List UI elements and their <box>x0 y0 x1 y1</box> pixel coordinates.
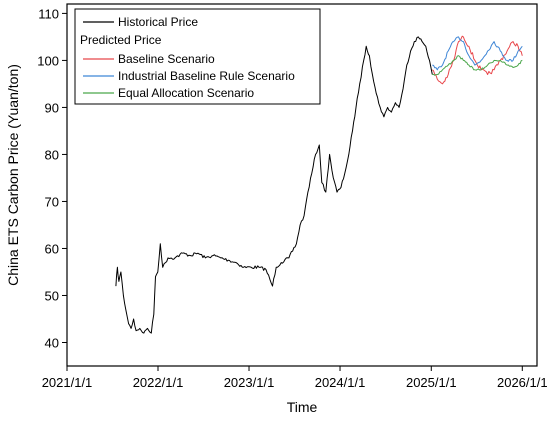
series-industrial-baseline-rule <box>432 36 523 71</box>
plot-border <box>66 3 538 367</box>
x-tick-label: 2021/1/1 <box>42 375 93 390</box>
y-tick-label: 40 <box>45 335 59 350</box>
plot-frame <box>66 3 538 367</box>
legend-label-industrial: Industrial Baseline Rule Scenario <box>118 69 295 83</box>
y-tick-label: 70 <box>45 194 59 209</box>
legend-label-equal: Equal Allocation Scenario <box>118 86 254 100</box>
x-tick-label: 2022/1/1 <box>133 375 184 390</box>
series-historical-price <box>115 36 433 334</box>
x-tick-label: 2024/1/1 <box>315 375 366 390</box>
y-tick-label: 90 <box>45 100 59 115</box>
y-tick-label: 80 <box>45 147 59 162</box>
x-axis-title: Time <box>287 399 318 415</box>
x-tick-label: 2025/1/1 <box>406 375 457 390</box>
series-equal-allocation <box>432 55 523 76</box>
y-tick-label: 60 <box>45 241 59 256</box>
y-axis-title: China ETS Carbon Price (Yuan/ton) <box>5 64 21 286</box>
legend-label-baseline: Baseline Scenario <box>118 52 215 66</box>
x-tick-label: 2023/1/1 <box>224 375 275 390</box>
y-tick-label: 110 <box>38 6 59 21</box>
x-tick-label: 2026/1/1 <box>497 375 548 390</box>
y-tick-label: 100 <box>37 53 59 68</box>
series-layer <box>115 35 523 334</box>
legend-box <box>74 8 321 105</box>
legend: Historical Price Predicted Price Baselin… <box>74 8 321 105</box>
legend-group-title: Predicted Price <box>80 33 162 47</box>
legend-label-historical: Historical Price <box>118 15 198 29</box>
y-axis-ticks: 40 50 60 70 80 90 100 110 <box>37 6 67 350</box>
y-tick-label: 50 <box>45 288 59 303</box>
x-axis-ticks: 2021/1/1 2022/1/1 2023/1/1 2024/1/1 2025/1/1… <box>42 366 548 390</box>
